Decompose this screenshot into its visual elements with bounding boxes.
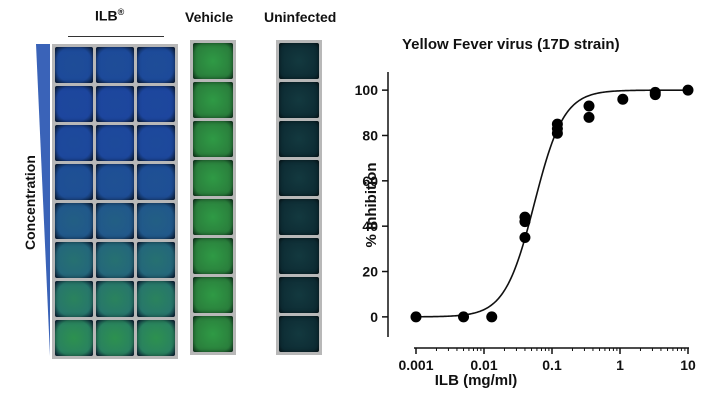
data-point	[649, 86, 661, 98]
x-tick-label: 1	[616, 357, 624, 373]
ilb-well	[55, 320, 93, 356]
uninfected-well	[279, 160, 319, 196]
vehicle-well	[193, 277, 233, 313]
y-tick-label: 80	[362, 127, 378, 143]
vehicle-well	[193, 160, 233, 196]
ilb-well	[96, 125, 134, 161]
chart-title: Yellow Fever virus (17D strain)	[402, 36, 620, 53]
ilb-well	[55, 203, 93, 239]
uninfected-column-label: Uninfected	[264, 9, 337, 25]
data-point	[519, 211, 531, 223]
y-tick-label: 20	[362, 264, 378, 280]
ilb-plate	[52, 44, 178, 359]
data-point	[551, 118, 563, 130]
ilb-well	[137, 125, 175, 161]
ilb-bracket-line	[68, 36, 164, 37]
ilb-well	[137, 203, 175, 239]
concentration-wedge	[36, 44, 50, 356]
vehicle-well	[193, 82, 233, 118]
ilb-well	[96, 164, 134, 200]
uninfected-well	[279, 199, 319, 235]
ilb-well	[137, 242, 175, 278]
ilb-well	[137, 47, 175, 83]
y-tick-label: 0	[370, 309, 378, 325]
x-tick-label: 10	[680, 357, 696, 373]
data-point	[486, 311, 498, 323]
ilb-well	[55, 164, 93, 200]
ilb-well	[96, 242, 134, 278]
ilb-well	[55, 125, 93, 161]
ilb-well	[96, 320, 134, 356]
vehicle-column-label: Vehicle	[185, 9, 234, 25]
ilb-well	[96, 281, 134, 317]
y-tick-label: 40	[362, 218, 378, 234]
x-axis-label: ILB (mg/ml)	[435, 372, 518, 389]
vehicle-well	[193, 199, 233, 235]
x-tick-label: 0.01	[470, 357, 497, 373]
ilb-well	[137, 86, 175, 122]
ilb-well	[55, 86, 93, 122]
uninfected-plate	[276, 40, 322, 355]
data-point	[617, 93, 629, 105]
data-point	[519, 232, 531, 244]
ilb-well	[96, 203, 134, 239]
ilb-well	[137, 164, 175, 200]
x-tick-label: 0.1	[542, 357, 562, 373]
vehicle-well	[193, 43, 233, 79]
y-tick-label: 60	[362, 173, 378, 189]
uninfected-well	[279, 316, 319, 352]
data-point	[583, 100, 595, 112]
uninfected-well	[279, 43, 319, 79]
data-point	[682, 84, 694, 96]
uninfected-well	[279, 82, 319, 118]
ilb-well	[96, 47, 134, 83]
ilb-well	[55, 281, 93, 317]
ilb-well	[55, 47, 93, 83]
uninfected-well	[279, 238, 319, 274]
vehicle-well	[193, 238, 233, 274]
uninfected-well	[279, 121, 319, 157]
x-tick-label: 0.001	[398, 357, 433, 373]
registered-mark: ®	[117, 7, 125, 17]
ilb-well	[137, 320, 175, 356]
data-point	[583, 111, 595, 123]
vehicle-plate	[190, 40, 236, 355]
ilb-well	[55, 242, 93, 278]
data-point	[410, 311, 422, 323]
data-point	[458, 311, 470, 323]
y-tick-label: 100	[355, 82, 379, 98]
ilb-column-label: ILB®	[95, 7, 125, 24]
vehicle-well	[193, 121, 233, 157]
ilb-well	[96, 86, 134, 122]
uninfected-well	[279, 277, 319, 313]
vehicle-well	[193, 316, 233, 352]
ilb-well	[137, 281, 175, 317]
y-axis-label: % Inhibition	[363, 163, 380, 248]
